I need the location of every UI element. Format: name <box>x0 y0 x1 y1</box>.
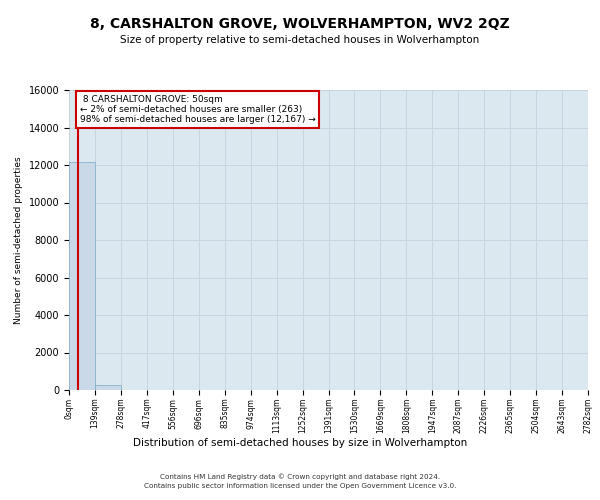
Text: Contains HM Land Registry data © Crown copyright and database right 2024.
Contai: Contains HM Land Registry data © Crown c… <box>144 474 456 489</box>
Bar <box>95 385 121 390</box>
Text: 8, CARSHALTON GROVE, WOLVERHAMPTON, WV2 2QZ: 8, CARSHALTON GROVE, WOLVERHAMPTON, WV2 … <box>90 18 510 32</box>
Y-axis label: Number of semi-detached properties: Number of semi-detached properties <box>14 156 23 324</box>
Bar <box>69 162 95 390</box>
Text: Size of property relative to semi-detached houses in Wolverhampton: Size of property relative to semi-detach… <box>121 35 479 45</box>
Text: Distribution of semi-detached houses by size in Wolverhampton: Distribution of semi-detached houses by … <box>133 438 467 448</box>
Text: 8 CARSHALTON GROVE: 50sqm
← 2% of semi-detached houses are smaller (263)
98% of : 8 CARSHALTON GROVE: 50sqm ← 2% of semi-d… <box>80 94 316 124</box>
